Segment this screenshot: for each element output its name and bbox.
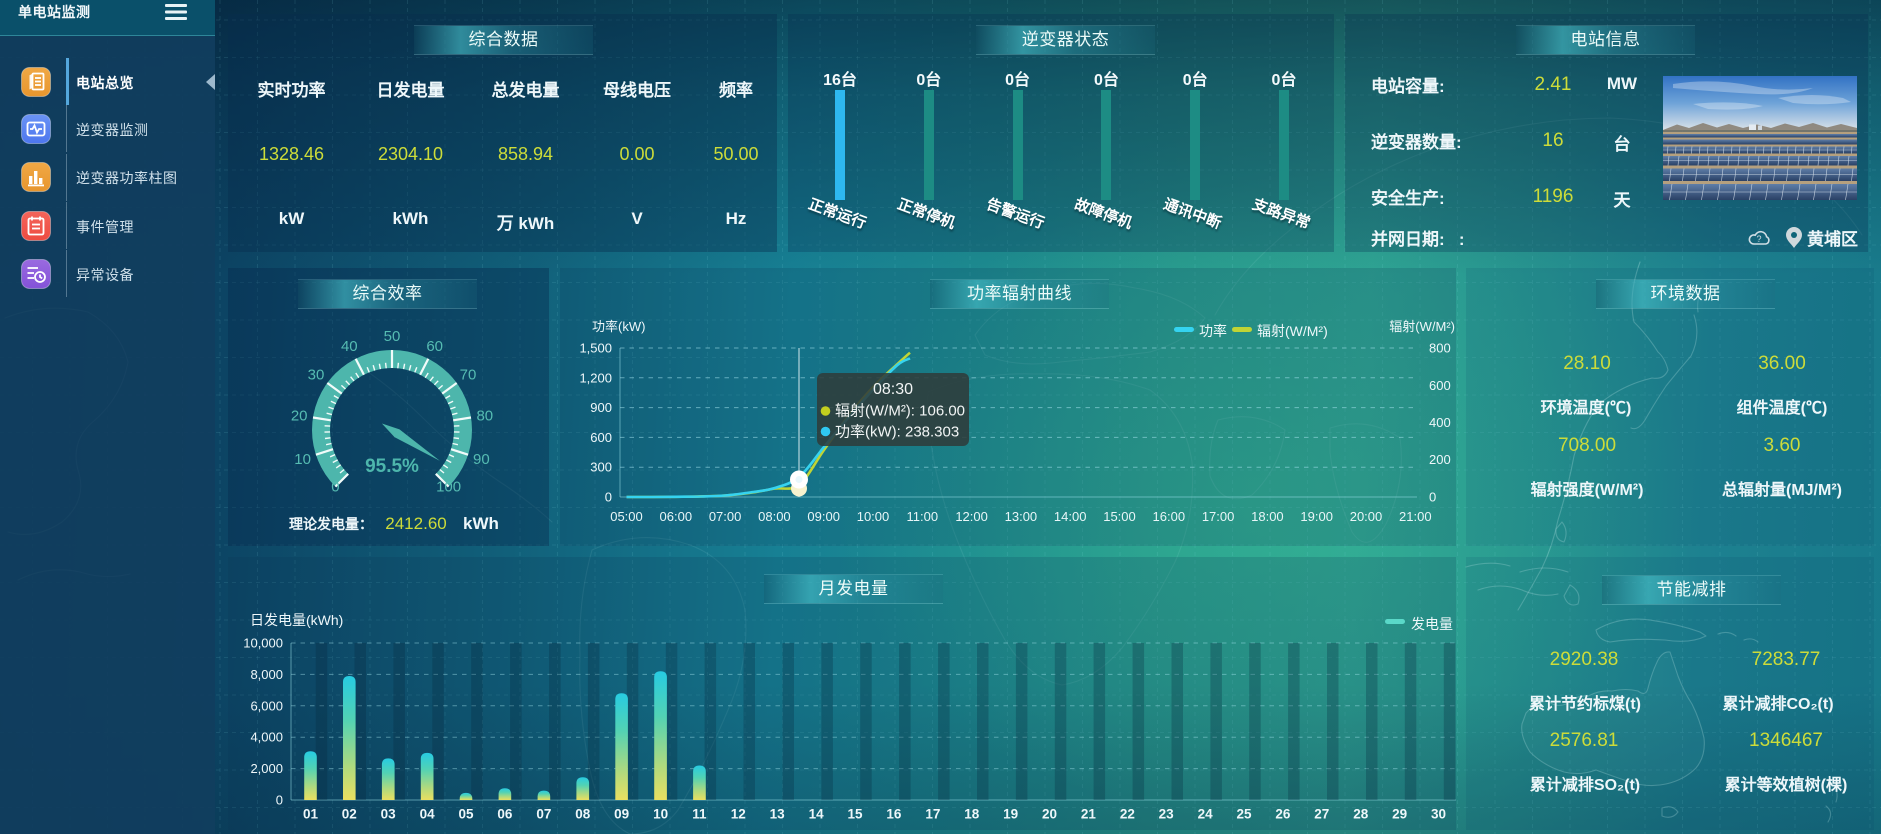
svg-text:08: 08 bbox=[575, 807, 591, 822]
svg-text:16: 16 bbox=[886, 807, 902, 822]
svg-text:12: 12 bbox=[731, 807, 746, 822]
svg-text:19:00: 19:00 bbox=[1300, 509, 1333, 524]
svg-text:26: 26 bbox=[1275, 807, 1291, 822]
svg-text:辐射(W/M²): 106.00: 辐射(W/M²): 106.00 bbox=[835, 403, 965, 420]
svg-text:10: 10 bbox=[294, 451, 311, 468]
svg-text:0: 0 bbox=[276, 793, 283, 808]
svg-text:30: 30 bbox=[308, 367, 325, 384]
svg-text:03: 03 bbox=[381, 807, 397, 822]
svg-text:功率(kW): 238.303: 功率(kW): 238.303 bbox=[835, 424, 959, 441]
svg-text:20: 20 bbox=[291, 407, 308, 424]
svg-text:10,000: 10,000 bbox=[243, 636, 283, 651]
svg-text:0: 0 bbox=[331, 479, 339, 496]
svg-text:50: 50 bbox=[384, 328, 401, 345]
svg-text:8,000: 8,000 bbox=[250, 667, 283, 682]
svg-text:13:00: 13:00 bbox=[1005, 509, 1038, 524]
svg-text:1,200: 1,200 bbox=[579, 370, 612, 385]
svg-text:16:00: 16:00 bbox=[1153, 509, 1186, 524]
svg-text:07: 07 bbox=[536, 807, 551, 822]
svg-text:11: 11 bbox=[692, 807, 707, 822]
svg-text:95.5%: 95.5% bbox=[365, 456, 419, 477]
svg-text:08:30: 08:30 bbox=[873, 381, 913, 398]
svg-text:09:00: 09:00 bbox=[807, 509, 840, 524]
svg-text:22: 22 bbox=[1120, 807, 1135, 822]
svg-text:功率: 功率 bbox=[1199, 323, 1227, 339]
svg-text:15: 15 bbox=[847, 807, 863, 822]
svg-text:600: 600 bbox=[590, 430, 612, 445]
svg-text:28: 28 bbox=[1353, 807, 1369, 822]
svg-text:20:00: 20:00 bbox=[1350, 509, 1383, 524]
svg-text:24: 24 bbox=[1198, 807, 1214, 822]
svg-text:0: 0 bbox=[1429, 490, 1436, 505]
svg-text:2,000: 2,000 bbox=[250, 761, 283, 776]
svg-text:02: 02 bbox=[342, 807, 357, 822]
svg-text:10:00: 10:00 bbox=[857, 509, 890, 524]
svg-text:08:00: 08:00 bbox=[758, 509, 791, 524]
svg-text:发电量: 发电量 bbox=[1411, 616, 1453, 632]
svg-text:09: 09 bbox=[614, 807, 629, 822]
svg-text:29: 29 bbox=[1392, 807, 1407, 822]
svg-text:15:00: 15:00 bbox=[1103, 509, 1136, 524]
svg-text:4,000: 4,000 bbox=[250, 730, 283, 745]
svg-text:23: 23 bbox=[1159, 807, 1175, 822]
svg-text:0: 0 bbox=[605, 490, 612, 505]
svg-text:19: 19 bbox=[1003, 807, 1018, 822]
svg-text:21:00: 21:00 bbox=[1399, 509, 1432, 524]
svg-text:21: 21 bbox=[1081, 807, 1097, 822]
svg-text:06:00: 06:00 bbox=[660, 509, 693, 524]
svg-text:14: 14 bbox=[809, 807, 825, 822]
svg-text:11:00: 11:00 bbox=[907, 509, 939, 524]
svg-text:25: 25 bbox=[1236, 807, 1252, 822]
svg-text:18: 18 bbox=[964, 807, 980, 822]
svg-text:70: 70 bbox=[460, 367, 477, 384]
svg-text:17: 17 bbox=[925, 807, 940, 822]
svg-text:200: 200 bbox=[1429, 452, 1451, 467]
svg-text:10: 10 bbox=[653, 807, 668, 822]
svg-text:1,500: 1,500 bbox=[579, 341, 612, 356]
svg-text:80: 80 bbox=[476, 407, 493, 424]
svg-text:60: 60 bbox=[426, 338, 443, 355]
svg-text:20: 20 bbox=[1042, 807, 1057, 822]
svg-text:辐射(W/M²): 辐射(W/M²) bbox=[1257, 323, 1328, 339]
svg-text:6,000: 6,000 bbox=[250, 698, 283, 713]
svg-text:30: 30 bbox=[1431, 807, 1446, 822]
svg-text:01: 01 bbox=[303, 807, 319, 822]
svg-text:90: 90 bbox=[473, 451, 490, 468]
svg-text:?: ? bbox=[1756, 234, 1761, 244]
svg-text:800: 800 bbox=[1429, 341, 1451, 356]
svg-text:12:00: 12:00 bbox=[955, 509, 988, 524]
svg-text:14:00: 14:00 bbox=[1054, 509, 1087, 524]
svg-text:100: 100 bbox=[436, 479, 461, 496]
svg-text:辐射(W/M²): 辐射(W/M²) bbox=[1389, 319, 1455, 334]
svg-text:07:00: 07:00 bbox=[709, 509, 742, 524]
svg-text:功率(kW): 功率(kW) bbox=[592, 319, 645, 334]
svg-text:18:00: 18:00 bbox=[1251, 509, 1284, 524]
svg-text:400: 400 bbox=[1429, 415, 1451, 430]
svg-text:13: 13 bbox=[770, 807, 786, 822]
svg-text:06: 06 bbox=[497, 807, 513, 822]
svg-text:日发电量(kWh): 日发电量(kWh) bbox=[250, 612, 343, 628]
svg-text:17:00: 17:00 bbox=[1202, 509, 1235, 524]
svg-text:900: 900 bbox=[590, 400, 612, 415]
svg-text:05:00: 05:00 bbox=[610, 509, 643, 524]
svg-text:05: 05 bbox=[458, 807, 474, 822]
svg-text:600: 600 bbox=[1429, 378, 1451, 393]
svg-text:40: 40 bbox=[341, 338, 358, 355]
svg-text:27: 27 bbox=[1314, 807, 1329, 822]
svg-text:04: 04 bbox=[420, 807, 436, 822]
svg-text:300: 300 bbox=[590, 460, 612, 475]
